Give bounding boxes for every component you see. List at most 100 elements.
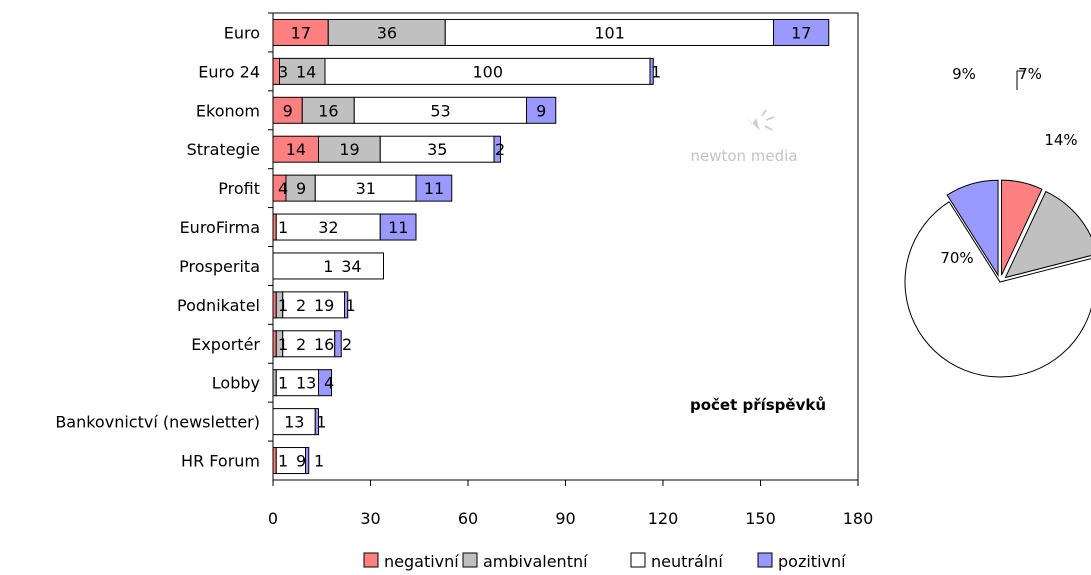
bar-segment-ambivalentní	[327, 18, 446, 46]
bar-segment-neutrální	[353, 96, 527, 124]
data-label: 1	[651, 62, 661, 81]
bar-segment-pozitivní	[344, 291, 349, 319]
logo-ray	[764, 125, 773, 131]
data-label: 16	[318, 101, 338, 120]
pie-leader-line	[1016, 70, 1024, 90]
x-tick-label: 120	[648, 509, 679, 528]
data-label: 101	[594, 23, 625, 42]
bar-segment-neutrální	[282, 291, 345, 319]
category-label: Lobby	[212, 374, 260, 393]
data-label: 17	[291, 23, 311, 42]
data-label: 1	[346, 296, 356, 315]
bar-segment-neutrální	[275, 369, 319, 397]
pie-slice-ambivalentní	[1004, 190, 1091, 279]
data-label: 11	[388, 218, 408, 237]
data-label: 14	[296, 62, 316, 81]
data-label: 4	[324, 374, 334, 393]
x-axis: 0 30 60 90 120 150 180 Euro Euro 24 Ekonom Strateg…	[55, 12, 874, 528]
category-label: Podnikatel	[177, 296, 260, 315]
category-label: Profit	[218, 179, 260, 198]
data-label: 100	[473, 62, 504, 81]
data-label: 3	[278, 62, 288, 81]
data-label: 1	[278, 335, 288, 354]
data-label: 19	[314, 296, 334, 315]
pie-value-label: 14%	[1044, 131, 1077, 149]
category-label: Euro	[224, 23, 260, 42]
data-label: 34	[341, 257, 361, 276]
data-label: 2	[495, 140, 505, 159]
x-tick-label: 90	[555, 509, 575, 528]
legend-label: negativní	[384, 552, 459, 571]
data-label: 13	[284, 413, 304, 432]
data-label: 9	[536, 101, 546, 120]
data-label: 9	[296, 452, 306, 471]
legend-swatch	[757, 552, 773, 568]
logo-ray	[761, 109, 767, 117]
data-label: 13	[296, 374, 316, 393]
x-tick-label: 0	[268, 509, 278, 528]
x-tick-label: 30	[360, 509, 380, 528]
legend-swatch	[363, 552, 379, 568]
data-label: 1	[278, 296, 288, 315]
bar-segment-ambivalentní	[285, 174, 316, 202]
bar-segment-pozitivní	[493, 135, 501, 163]
bar-segment-pozitivní	[649, 57, 654, 85]
pie-value-label: 70%	[940, 249, 973, 267]
watermark-text: newton media	[690, 147, 797, 165]
pie-slice-pozitivní	[946, 179, 999, 277]
category-label: EuroFirma	[180, 218, 260, 237]
bar-segment-neutrální	[282, 330, 336, 358]
data-label: 9	[283, 101, 293, 120]
data-label: 17	[791, 23, 811, 42]
data-label: 19	[339, 140, 359, 159]
category-label: Ekonom	[196, 101, 260, 120]
category-label: Strategie	[187, 140, 260, 159]
pie-slice-negativní	[1001, 179, 1043, 276]
data-label: 2	[296, 296, 306, 315]
data-label: 11	[424, 179, 444, 198]
category-label: Euro 24	[198, 62, 260, 81]
legend-label: ambivalentní	[483, 552, 588, 571]
data-label: 1	[314, 452, 324, 471]
bar-segment-negativní	[272, 18, 329, 46]
data-label: 9	[296, 179, 306, 198]
bar-segment-negativní	[272, 135, 319, 163]
data-label: 16	[314, 335, 334, 354]
newton-media-logo: newton media	[690, 109, 798, 165]
bar-segment-pozitivní	[415, 174, 453, 202]
category-label: Bankovnictví (newsletter)	[55, 413, 260, 432]
bar-segment-pozitivní	[314, 408, 319, 436]
bar-segment-negativní	[272, 96, 303, 124]
data-label: 36	[377, 23, 397, 42]
chart-annotation: počet příspěvků	[690, 396, 826, 414]
bar-chart: 17 36 101 173 14 100 19 16 53 914 19 35 24 9 31 111 32 11…	[272, 18, 830, 475]
legend-label: neutrální	[651, 552, 723, 571]
category-label: HR Forum	[181, 452, 260, 471]
logo-ray	[765, 116, 775, 121]
bar-segment-neutrální	[272, 252, 384, 280]
pie-value-label: 9%	[952, 65, 976, 83]
data-label: 53	[430, 101, 450, 120]
data-label: 32	[318, 218, 338, 237]
pie-slice-neutrální	[904, 201, 1091, 378]
data-label: 14	[286, 140, 306, 159]
x-tick-label: 60	[458, 509, 478, 528]
bar-segment-pozitivní	[305, 447, 310, 475]
x-tick-label: 180	[843, 509, 874, 528]
data-label: 2	[296, 335, 306, 354]
bar-segment-ambivalentní	[318, 135, 381, 163]
bar-segment-pozitivní	[334, 330, 342, 358]
data-label: 35	[427, 140, 447, 159]
data-label: 1	[278, 218, 288, 237]
bar-segment-neutrální	[314, 174, 417, 202]
category-label: Exportér	[191, 335, 260, 354]
data-label: 1	[316, 413, 326, 432]
bar-segment-pozitivní	[773, 18, 830, 46]
bar-segment-pozitivní	[318, 369, 332, 397]
logo-mark	[746, 117, 760, 131]
bar-segment-neutrální	[275, 447, 306, 475]
bar-segment-pozitivní	[379, 213, 417, 241]
pie-value-label: 7%	[1018, 65, 1042, 83]
